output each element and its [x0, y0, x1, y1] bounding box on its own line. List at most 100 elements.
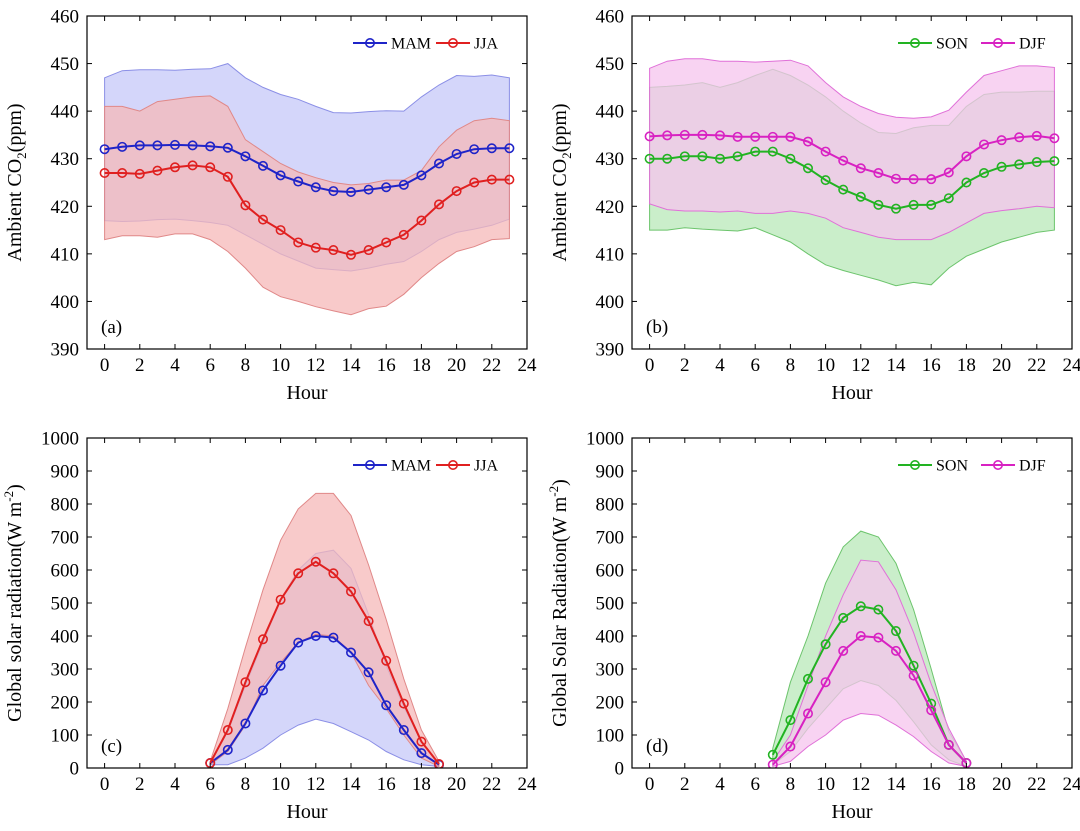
x-tick-label: 14	[342, 774, 362, 795]
x-tick-label: 8	[786, 355, 796, 376]
legend-marker-mam	[364, 459, 375, 470]
point-jja-3	[152, 165, 163, 176]
point-mam-2	[240, 718, 251, 729]
point-djf-2	[679, 129, 690, 140]
point-son-11	[838, 184, 849, 195]
legend-marker-jja	[447, 459, 458, 470]
y-tick-label: 1000	[41, 429, 79, 450]
y-tick-label: 430	[51, 149, 80, 170]
y-axis-label: Ambient CO2(ppm)	[549, 103, 574, 261]
x-tick-label: 6	[205, 355, 215, 376]
point-mam-6	[205, 141, 216, 152]
point-son-2	[802, 673, 813, 684]
x-tick-label: 20	[992, 774, 1011, 795]
point-mam-23	[504, 143, 515, 154]
y-tick-label: 700	[596, 528, 625, 549]
y-axis-label: Global solar radiation(W m-2)	[1, 484, 26, 722]
x-tick-label: 8	[241, 355, 251, 376]
plot-area	[767, 530, 972, 768]
point-jja-12	[310, 242, 321, 253]
x-tick-label: 6	[205, 774, 215, 795]
point-jja-9	[257, 214, 268, 225]
point-son-5	[855, 601, 866, 612]
point-jja-17	[398, 229, 409, 240]
x-axis-label: Hour	[286, 801, 327, 823]
point-jja-18	[416, 215, 427, 226]
point-son-6	[873, 604, 884, 615]
x-tick-label: 10	[271, 355, 290, 376]
legend-label-djf: DJF	[1019, 36, 1046, 53]
plot-area	[644, 58, 1060, 287]
x-tick-label: 22	[1027, 774, 1046, 795]
point-djf-11	[838, 155, 849, 166]
point-jja-11	[293, 237, 304, 248]
point-jja-8	[240, 200, 251, 211]
x-tick-label: 14	[342, 355, 362, 376]
y-tick-label: 200	[596, 693, 625, 714]
x-tick-label: 14	[887, 355, 907, 376]
point-son-1	[662, 153, 673, 164]
panel-label: (d)	[646, 736, 668, 757]
point-djf-16	[926, 174, 937, 185]
legend-label-mam: MAM	[391, 458, 431, 475]
y-tick-label: 400	[51, 292, 80, 313]
x-tick-label: 2	[680, 774, 690, 795]
panel-label: (b)	[646, 317, 668, 338]
point-jja-6	[310, 556, 321, 567]
point-jja-11	[398, 698, 409, 709]
point-jja-4	[170, 162, 181, 173]
point-son-4	[838, 612, 849, 623]
y-tick-label: 420	[596, 197, 625, 218]
legend: SON DJF	[898, 36, 1046, 53]
point-mam-1	[222, 744, 233, 755]
point-jja-15	[363, 245, 374, 256]
legend-label-son: SON	[936, 36, 968, 53]
x-tick-label: 20	[992, 355, 1011, 376]
y-tick-label: 450	[51, 54, 80, 75]
panel-label: (c)	[101, 736, 122, 757]
point-jja-2	[134, 168, 145, 179]
panel-d: 0 2 4 6 8 10 12 14 16 18 20 22 240100200300400500600…	[546, 429, 1080, 824]
point-jja-4	[275, 594, 286, 605]
point-jja-13	[328, 245, 339, 256]
point-jja-14	[345, 249, 356, 260]
x-tick-label: 4	[170, 774, 180, 795]
legend-marker-jja	[447, 37, 458, 48]
x-tick-label: 10	[816, 774, 835, 795]
line-son	[771, 605, 968, 764]
y-axis-label-superscript: -2	[1, 491, 16, 502]
point-djf-0	[767, 759, 778, 768]
y-axis-label-subscript: 2	[559, 152, 574, 159]
x-tick-label: 10	[271, 774, 290, 795]
legend-label-jja: JJA	[474, 36, 498, 53]
axes-frame	[631, 15, 1073, 350]
legend-label-mam: MAM	[391, 36, 431, 53]
point-jja-7	[328, 568, 339, 579]
x-tick-label: 8	[786, 774, 796, 795]
point-djf-14	[890, 173, 901, 184]
x-tick-label: 6	[750, 355, 760, 376]
point-djf-10	[820, 146, 831, 157]
x-axis-label: Hour	[831, 382, 872, 404]
point-djf-18	[961, 151, 972, 162]
x-tick-label: 24	[1063, 774, 1080, 795]
point-son-3	[820, 639, 831, 650]
y-tick-label: 430	[596, 149, 625, 170]
y-tick-label: 410	[596, 244, 625, 265]
point-jja-1	[117, 167, 128, 178]
point-djf-5	[732, 131, 743, 142]
band-jja	[104, 95, 510, 316]
point-mam-4	[170, 139, 181, 150]
point-son-2	[679, 151, 690, 162]
point-djf-9	[926, 705, 937, 716]
y-tick-label: 800	[596, 495, 625, 516]
legend-label-jja: JJA	[474, 458, 498, 475]
point-son-0	[644, 153, 655, 164]
point-jja-21	[469, 177, 480, 188]
point-son-14	[890, 203, 901, 214]
point-djf-21	[1014, 132, 1025, 143]
y-tick-label: 100	[51, 726, 80, 747]
x-tick-label: 14	[887, 774, 907, 795]
point-djf-0	[644, 131, 655, 142]
y-axis-label: Ambient CO2(ppm)	[4, 103, 29, 261]
